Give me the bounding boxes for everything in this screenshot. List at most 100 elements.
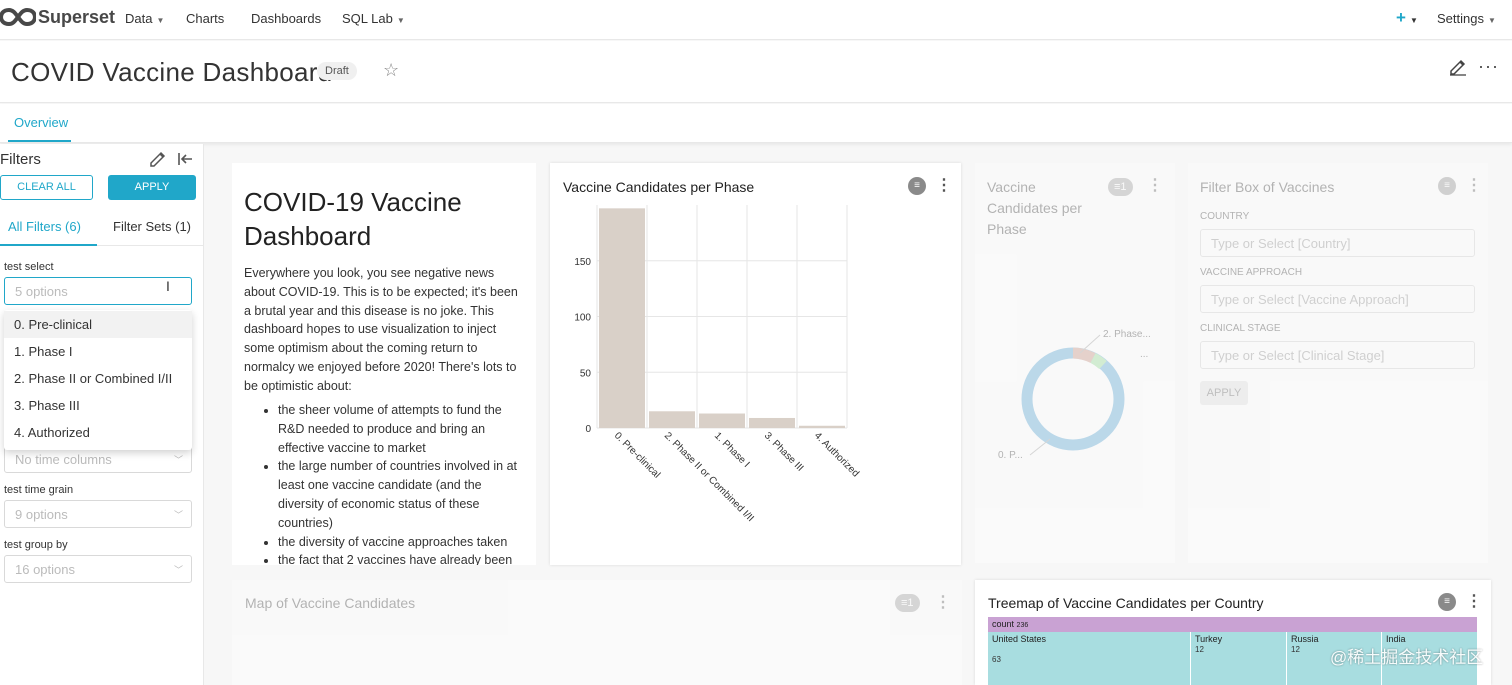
filter-indicator-icon[interactable]: ≡ <box>908 177 926 195</box>
filters-title: Filters <box>0 151 41 168</box>
treemap-root-value: 236 <box>1016 622 1029 629</box>
chart-menu-icon[interactable]: ⋮ <box>936 177 952 194</box>
label-leader <box>1029 438 1051 456</box>
markdown-list: the sheer volume of attempts to fund the… <box>262 401 524 565</box>
treemap-root[interactable]: count 236 United States 63 Turkey 12 Rus… <box>988 617 1477 685</box>
chevron-down-icon: ﹀ <box>173 565 183 575</box>
chevron-down-icon: ▼ <box>1487 16 1496 25</box>
bar[interactable] <box>649 411 695 428</box>
donut-chart <box>1021 334 1125 456</box>
bar[interactable] <box>699 413 745 428</box>
tab-overview[interactable]: Overview <box>14 115 69 130</box>
x-tick-label: 1. Phase I <box>712 430 752 470</box>
favorite-star-icon[interactable]: ☆ <box>383 60 400 80</box>
chart-menu-icon[interactable]: ⋮ <box>1466 593 1482 610</box>
tile-name: India <box>1386 634 1406 644</box>
superset-logo[interactable]: Superset <box>0 6 115 28</box>
collapse-panel-icon[interactable] <box>176 150 194 168</box>
treemap-root-label: count 236 <box>992 619 1028 629</box>
group-by-label: test group by <box>4 539 68 551</box>
chart-menu-icon[interactable]: ⋮ <box>935 594 951 611</box>
test-select-label: test select <box>4 261 54 273</box>
dropdown-option[interactable]: 2. Phase II or Combined I/II <box>14 371 173 386</box>
chart-menu-icon[interactable]: ⋮ <box>1147 177 1163 194</box>
dropdown-option[interactable]: 0. Pre-clinical <box>4 311 192 338</box>
text-cursor-icon: Ι <box>166 278 170 294</box>
filter-indicator-icon[interactable]: ≡ <box>1438 177 1456 195</box>
donut-slice[interactable] <box>1090 353 1107 370</box>
tab-filter-sets[interactable]: Filter Sets (1) <box>113 219 192 234</box>
treemap-tile[interactable]: United States 63 <box>988 632 1191 685</box>
treemap-tile[interactable]: Russia 12 <box>1287 632 1382 685</box>
dropdown-option[interactable]: 3. Phase III <box>14 398 80 413</box>
time-grain-placeholder: 9 options <box>15 507 68 522</box>
dashboard-header: COVID Vaccine Dashboard Draft ☆ ··· <box>0 41 1512 103</box>
bar[interactable] <box>749 417 795 428</box>
dashboard-tabs: Overview <box>0 104 1512 143</box>
menu-sql-lab[interactable]: SQL Lab ▼ <box>342 11 405 26</box>
treemap-tile[interactable]: India <box>1382 632 1477 685</box>
vaccine-approach-select[interactable]: Type or Select [Vaccine Approach] <box>1200 285 1475 313</box>
time-grain-label: test time grain <box>4 484 74 496</box>
filter-box-card: Filter Box of Vaccines ≡ ⋮ COUNTRY Type … <box>1188 163 1488 563</box>
tile-name: United States <box>992 634 1047 644</box>
menu-dashboards[interactable]: Dashboards <box>251 11 322 26</box>
treemap-tile[interactable]: Turkey 12 <box>1191 632 1287 685</box>
draft-badge[interactable]: Draft <box>317 62 357 80</box>
treemap-root-name: count <box>992 619 1015 629</box>
more-options-icon[interactable]: ··· <box>1478 56 1499 76</box>
list-item: the fact that 2 vaccines have already be… <box>278 551 524 565</box>
map-card: Map of Vaccine Candidates ≡1 ⋮ <box>232 580 962 685</box>
treemap-card: Treemap of Vaccine Candidates per Countr… <box>975 580 1491 685</box>
filter-box-apply-button[interactable]: APPLY <box>1200 381 1248 405</box>
bar[interactable] <box>799 425 845 428</box>
bar-chart-card: Vaccine Candidates per Phase ≡ ⋮ 0 50 100 1… <box>550 163 961 565</box>
bar[interactable] <box>599 208 645 428</box>
filter-indicator-icon[interactable]: ≡ <box>1438 593 1456 611</box>
superset-logo-icon <box>0 7 36 27</box>
group-by-select[interactable]: 16 options ﹀ <box>4 555 192 583</box>
menu-settings[interactable]: Settings ▼ <box>1437 11 1496 26</box>
x-tick-label: 2. Phase II or Combined I/II <box>662 430 756 524</box>
test-select-dropdown: 0. Pre-clinical 1. Phase I 2. Phase II o… <box>4 310 192 450</box>
pie-label: ... <box>1140 349 1149 360</box>
apply-filters-button[interactable]: APPLY <box>108 175 196 200</box>
new-item-button[interactable]: + ▼ <box>1396 8 1418 28</box>
edit-dashboard-icon[interactable] <box>1448 56 1468 76</box>
pie-label: 2. Phase... <box>1103 329 1151 340</box>
chart-menu-icon[interactable]: ⋮ <box>1466 177 1482 194</box>
chevron-down-icon: ▼ <box>156 16 165 25</box>
menu-data[interactable]: Data ▼ <box>125 11 164 26</box>
tile-name: Russia <box>1291 634 1319 644</box>
edit-filters-icon[interactable] <box>148 150 168 168</box>
tab-all-filters[interactable]: All Filters (6) <box>8 219 81 234</box>
clear-all-button[interactable]: CLEAR ALL <box>0 175 93 200</box>
filter-badge[interactable]: ≡1 <box>895 594 920 612</box>
markdown-paragraph: Everywhere you look, you see negative ne… <box>244 266 518 393</box>
bar-chart: 0 50 100 150 0. Pre-clinical 2. Phase II or C… <box>574 205 861 524</box>
clinical-stage-select[interactable]: Type or Select [Clinical Stage] <box>1200 341 1475 369</box>
filter-badge[interactable]: ≡1 <box>1108 178 1133 196</box>
menu-charts[interactable]: Charts <box>186 11 225 26</box>
x-tick-label: 3. Phase III <box>762 430 806 474</box>
donut-slice[interactable] <box>1072 347 1096 364</box>
brand-name: Superset <box>38 6 116 27</box>
dashboard-title[interactable]: COVID Vaccine Dashboard <box>11 57 333 87</box>
vaccine-approach-placeholder: Type or Select [Vaccine Approach] <box>1211 292 1409 307</box>
chevron-down-icon: ▼ <box>1409 16 1418 25</box>
filter-badge-count: 1 <box>907 597 914 609</box>
donut-slice[interactable] <box>1021 347 1125 451</box>
time-grain-select[interactable]: 9 options ﹀ <box>4 500 192 528</box>
y-tick-label: 0 <box>585 424 591 435</box>
y-tick-label: 100 <box>574 313 591 324</box>
chart-title: Map of Vaccine Candidates <box>245 595 416 611</box>
clinical-stage-placeholder: Type or Select [Clinical Stage] <box>1211 348 1385 363</box>
y-tick-label: 150 <box>574 257 591 268</box>
dropdown-option[interactable]: 4. Authorized <box>14 425 90 440</box>
dropdown-option[interactable]: 1. Phase I <box>14 344 73 359</box>
list-item: the large number of countries involved i… <box>278 457 524 532</box>
chart-title: Treemap of Vaccine Candidates per Countr… <box>988 595 1264 611</box>
country-select[interactable]: Type or Select [Country] <box>1200 229 1475 257</box>
label-leader <box>1079 334 1101 354</box>
test-select-input[interactable]: 5 options <box>4 277 192 305</box>
